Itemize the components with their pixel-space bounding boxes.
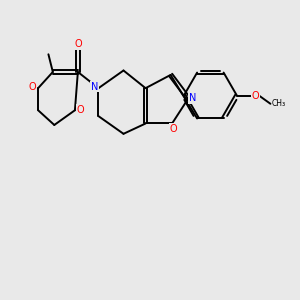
Text: O: O (251, 91, 259, 100)
Text: CH₃: CH₃ (272, 99, 286, 108)
Text: N: N (91, 82, 99, 92)
Text: O: O (29, 82, 37, 92)
Text: O: O (170, 124, 177, 134)
Text: O: O (76, 105, 84, 115)
Text: O: O (75, 39, 82, 49)
Text: N: N (189, 94, 196, 103)
